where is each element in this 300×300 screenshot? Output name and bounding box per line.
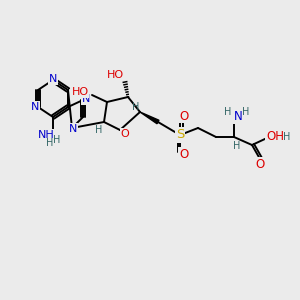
Text: S: S (176, 128, 184, 142)
Text: H: H (95, 125, 103, 135)
Text: H: H (224, 107, 232, 117)
Text: H: H (46, 138, 54, 148)
Text: H: H (233, 141, 241, 151)
Text: N: N (234, 110, 242, 124)
Text: NH: NH (38, 130, 54, 140)
Text: N: N (31, 102, 39, 112)
Text: O: O (179, 148, 189, 160)
Text: N: N (69, 124, 77, 134)
Text: H: H (53, 135, 61, 145)
Text: O: O (179, 110, 189, 122)
Text: HO: HO (106, 70, 124, 80)
Text: HO: HO (71, 87, 88, 97)
Text: H: H (283, 132, 291, 142)
Polygon shape (140, 112, 159, 124)
Text: OH: OH (266, 130, 284, 143)
Text: O: O (255, 158, 265, 170)
Text: H: H (242, 107, 250, 117)
Text: H: H (132, 102, 140, 112)
Text: N: N (82, 94, 90, 104)
Text: O: O (121, 129, 129, 139)
Text: N: N (49, 74, 57, 84)
